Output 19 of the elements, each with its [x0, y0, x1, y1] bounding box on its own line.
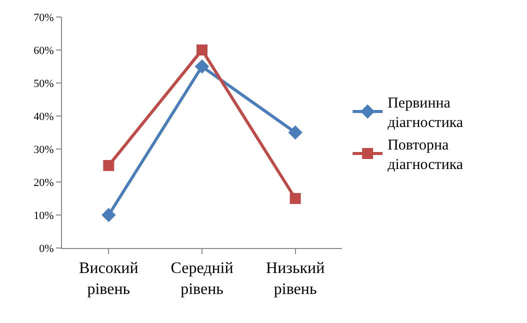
y-tick-label: 0% [39, 242, 54, 255]
point [196, 44, 208, 56]
x-tick-label: Низький рівень [266, 260, 326, 298]
point [290, 193, 301, 204]
x-tick-label: Середній рівень [170, 260, 234, 298]
point [102, 208, 116, 222]
y-tick-label: 40% [34, 110, 54, 123]
x-tick-label: Високий рівень [79, 260, 139, 298]
point [288, 125, 302, 140]
y-tick-label: 70% [34, 12, 54, 24]
y-tick-label: 10% [34, 210, 54, 222]
point [194, 59, 210, 74]
y-tick-label: 50% [34, 78, 54, 90]
y-tick-label: 20% [34, 176, 54, 189]
y-tick-label: 60% [34, 44, 54, 57]
y-tick-label: 30% [34, 144, 54, 156]
legend-label: Первинна діагностика [388, 96, 464, 132]
legend-label: Повторна діагностика [388, 138, 464, 174]
point [103, 160, 114, 171]
